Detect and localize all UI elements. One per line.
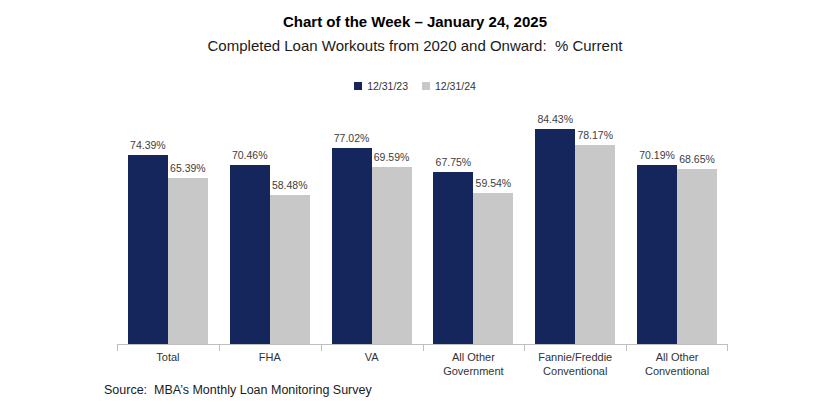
bar <box>677 169 717 344</box>
category-label: Total <box>117 351 219 378</box>
bar <box>473 193 513 345</box>
bar-value-label: 58.48% <box>272 180 308 191</box>
bar-value-label: 65.39% <box>170 163 206 174</box>
bar <box>372 167 412 344</box>
bar <box>230 165 270 344</box>
category-label: Fannie/Freddie Conventional <box>524 351 626 378</box>
legend-label: 12/31/23 <box>367 80 408 92</box>
bar-value-label: 78.17% <box>577 130 613 141</box>
legend-item-2024: 12/31/24 <box>422 80 476 92</box>
chart-legend: 12/31/23 12/31/24 <box>0 80 830 92</box>
plot-area: 74.39% 65.39% 70.46% 58.48% 77.02% 69.59% 67.7… <box>117 115 728 344</box>
legend-swatch-icon <box>422 82 430 90</box>
bar <box>433 172 473 344</box>
category-label: All Other Government <box>422 351 524 378</box>
bar-column: 70.46% <box>230 150 270 344</box>
bar-value-label: 70.19% <box>639 150 675 161</box>
bar-column: 77.02% <box>332 133 372 344</box>
bar-column: 69.59% <box>372 152 412 344</box>
bar-group: 77.02% 69.59% <box>321 115 423 344</box>
bar <box>128 155 168 344</box>
category-label: VA <box>321 351 423 378</box>
bar-column: 58.48% <box>270 180 310 344</box>
bar <box>332 148 372 344</box>
bar-column: 68.65% <box>677 154 717 344</box>
bar-group: 70.19% 68.65% <box>626 115 728 344</box>
bar <box>575 145 615 344</box>
bar-value-label: 70.46% <box>232 150 268 161</box>
bar-column: 84.43% <box>535 114 575 344</box>
bar-value-label: 68.65% <box>679 154 715 165</box>
bar <box>270 195 310 344</box>
bar-group: 70.46% 58.48% <box>219 115 321 344</box>
chart-of-the-week-figure: Chart of the Week – January 24, 2025 Com… <box>0 0 830 408</box>
source-note: Source: MBA’s Monthly Loan Monitoring Su… <box>104 383 372 397</box>
bar-value-label: 74.39% <box>130 140 166 151</box>
legend-item-2023: 12/31/23 <box>354 80 408 92</box>
bar-value-label: 77.02% <box>334 133 370 144</box>
category-label: FHA <box>219 351 321 378</box>
bar <box>535 129 575 344</box>
legend-label: 12/31/24 <box>435 80 476 92</box>
legend-swatch-icon <box>354 82 362 90</box>
bar-column: 65.39% <box>168 163 208 344</box>
category-axis-labels: TotalFHAVAAll Other GovernmentFannie/Fre… <box>117 351 728 378</box>
bar-group: 84.43% 78.17% <box>524 115 626 344</box>
bar-group: 67.75% 59.54% <box>422 115 524 344</box>
bar-column: 74.39% <box>128 140 168 344</box>
chart-subtitle: Completed Loan Workouts from 2020 and On… <box>0 37 830 54</box>
bar-column: 59.54% <box>473 178 513 345</box>
bar-value-label: 69.59% <box>374 152 410 163</box>
bar-group: 74.39% 65.39% <box>117 115 219 344</box>
bar-value-label: 84.43% <box>537 114 573 125</box>
bar <box>168 178 208 344</box>
bar-value-label: 67.75% <box>436 157 472 168</box>
chart-title: Chart of the Week – January 24, 2025 <box>0 13 830 30</box>
category-label: All Other Conventional <box>626 351 728 378</box>
bar-column: 67.75% <box>433 157 473 344</box>
bar-value-label: 59.54% <box>476 178 512 189</box>
bar <box>637 165 677 344</box>
bar-column: 70.19% <box>637 150 677 344</box>
bar-column: 78.17% <box>575 130 615 344</box>
x-axis-line <box>117 344 728 345</box>
